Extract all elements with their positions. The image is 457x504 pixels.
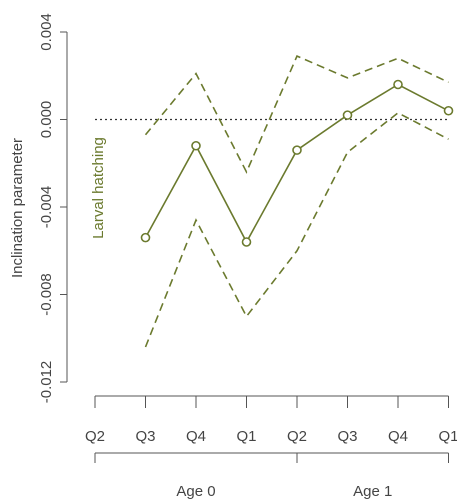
marks	[95, 55, 454, 348]
data-point	[140, 232, 151, 243]
x-tick-label: Q1	[236, 428, 256, 445]
annotation-larval-hatching: Larval hatching	[90, 137, 107, 239]
data-point	[443, 105, 454, 116]
y-tick-label: -0.012	[38, 361, 55, 404]
axes: -0.012 -0.008 -0.004 0.000 0.004 Q2 Q3 Q4 Q1 Q2 Q3…	[38, 13, 457, 500]
x-tick-label: Q4	[388, 428, 408, 445]
data-point	[292, 145, 302, 155]
group-label: Age 1	[353, 483, 392, 500]
data-point	[342, 110, 353, 120]
y-tick-label: 0.004	[38, 13, 55, 51]
x-tick-label: Q2	[287, 428, 307, 445]
data-point	[191, 140, 201, 151]
x-tick-label: Q3	[135, 428, 155, 445]
series-line-upper-ci	[144, 55, 449, 174]
x-tick-label: Q3	[337, 428, 357, 445]
y-tick-label: -0.004	[38, 186, 55, 229]
y-tick-label: -0.008	[38, 273, 55, 316]
series-line-estimate	[144, 83, 449, 244]
data-point	[241, 237, 252, 247]
series-line-lower-ci	[144, 111, 449, 348]
data-point	[393, 79, 403, 90]
x-tick-label: Q2	[85, 428, 105, 445]
x-tick-label: Q4	[186, 428, 206, 445]
group-label: Age 0	[176, 483, 215, 500]
x-tick-label: Q1	[438, 428, 457, 445]
y-axis-label: Inclination parameter	[9, 138, 26, 278]
y-tick-label: 0.000	[38, 101, 55, 139]
